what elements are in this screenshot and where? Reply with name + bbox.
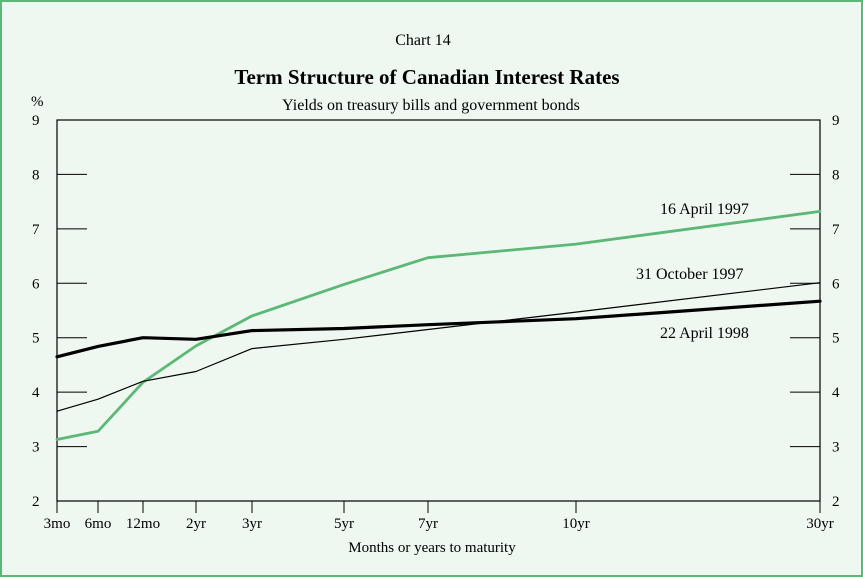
y-tick-label-left-8: 8 [32, 167, 40, 183]
y-tick-label-right-5: 5 [832, 331, 840, 347]
chart-title: Term Structure of Canadian Interest Rate… [234, 65, 619, 89]
chart-number: Chart 14 [395, 32, 451, 49]
x-tick-label-3yr: 3yr [242, 516, 262, 532]
y-tick-label-right-8: 8 [832, 167, 840, 183]
x-tick-label-2yr: 2yr [186, 516, 206, 532]
y-tick-label-right-7: 7 [832, 222, 840, 238]
chart-subtitle: Yields on treasury bills and government … [282, 97, 580, 114]
series-line-0 [55, 209, 822, 441]
y-tick-label-left-7: 7 [32, 222, 40, 238]
x-tick-label-30yr: 30yr [806, 516, 834, 532]
y-tick-label-right-6: 6 [832, 276, 840, 292]
x-tick-label-5yr: 5yr [334, 516, 354, 532]
y-tick-label-left-3: 3 [32, 440, 40, 456]
y-tick-label-right-4: 4 [832, 385, 840, 401]
series-label-16-april-1997: 16 April 1997 [660, 201, 749, 218]
x-tick-label-3mo: 3mo [44, 516, 71, 532]
series-lines [55, 209, 822, 441]
y-axis-right: 2 3 4 5 6 7 8 9 [790, 113, 840, 510]
x-tick-label-6mo: 6mo [85, 516, 112, 532]
series-line-2 [55, 299, 822, 359]
y-tick-label-left-2: 2 [32, 494, 40, 510]
y-axis-left: 2 3 4 5 6 7 8 9 [32, 113, 87, 510]
y-tick-label-left-4: 4 [32, 385, 40, 401]
x-axis-title: Months or years to maturity [348, 540, 516, 556]
y-tick-label-right-2: 2 [832, 494, 840, 510]
y-tick-label-right-9: 9 [832, 113, 840, 129]
y-tick-label-left-5: 5 [32, 331, 40, 347]
plot-area [56, 119, 821, 502]
series-label-22-april-1998: 22 April 1998 [660, 325, 749, 342]
x-tick-label-12mo: 12mo [126, 516, 160, 532]
y-tick-label-right-3: 3 [832, 440, 840, 456]
series-line-1 [56, 282, 821, 412]
series-label-31-october-1997: 31 October 1997 [636, 266, 744, 283]
y-tick-label-left-9: 9 [32, 113, 40, 129]
x-axis: 3mo 6mo 12mo 2yr 3yr 5yr 7yr 10yr 30yr [44, 501, 834, 532]
y-tick-label-left-6: 6 [32, 276, 40, 292]
y-axis-unit: % [31, 94, 44, 110]
x-tick-label-10yr: 10yr [562, 516, 590, 532]
x-tick-label-7yr: 7yr [418, 516, 438, 532]
